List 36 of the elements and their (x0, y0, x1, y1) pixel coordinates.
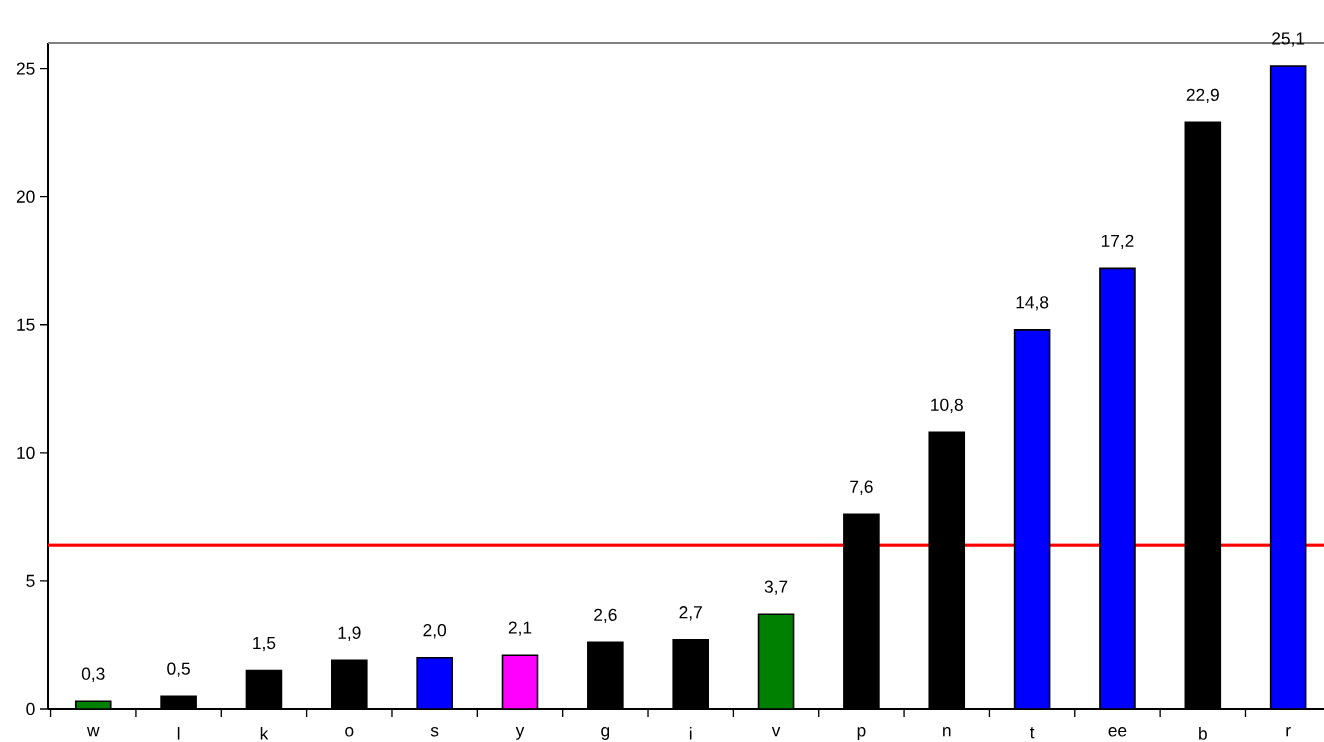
data-label: 22,9 (1186, 88, 1219, 104)
x-tick-label: ee (1108, 727, 1127, 737)
y-tick-label: 10 (17, 446, 35, 459)
y-tick-label: 15 (17, 318, 35, 331)
x-tick-label: v (771, 727, 781, 737)
x-tick-label: i (689, 727, 692, 740)
data-label: 2,1 (508, 621, 532, 636)
data-label: 2,6 (594, 608, 617, 624)
data-label: 14,8 (1016, 296, 1049, 311)
y-tick-label: 0 (26, 702, 35, 716)
x-tick-label: w (86, 727, 100, 737)
y-tick-label: 5 (26, 574, 35, 587)
data-label: 10,8 (931, 398, 963, 413)
data-label: 17,2 (1101, 234, 1134, 250)
data-label: 2,7 (679, 606, 702, 621)
data-label: 2,0 (423, 624, 447, 639)
x-tick-label: o (345, 727, 354, 737)
x-tick-label: r (1286, 727, 1291, 737)
x-tick-label: g (601, 727, 610, 740)
x-tick-label: l (177, 727, 180, 740)
data-label: 0,3 (81, 667, 105, 682)
x-tick-label: k (260, 727, 269, 740)
y-tick-label: 20 (16, 190, 35, 203)
x-tick-label: n (943, 727, 951, 737)
data-label: 1,5 (253, 637, 276, 652)
data-label: 7,6 (850, 480, 873, 495)
x-tick-label: t (1029, 727, 1035, 739)
x-tick-label: s (430, 727, 439, 737)
data-label: 0,5 (167, 662, 190, 677)
data-label: 25,1 (1272, 32, 1305, 47)
data-label: 3,7 (764, 580, 788, 595)
data-label: 1,9 (338, 626, 361, 641)
x-tick-label: p (857, 727, 866, 740)
y-tick-label: 25 (16, 62, 35, 75)
x-tick-label: b (1199, 727, 1207, 740)
x-tick-label: y (515, 727, 525, 740)
